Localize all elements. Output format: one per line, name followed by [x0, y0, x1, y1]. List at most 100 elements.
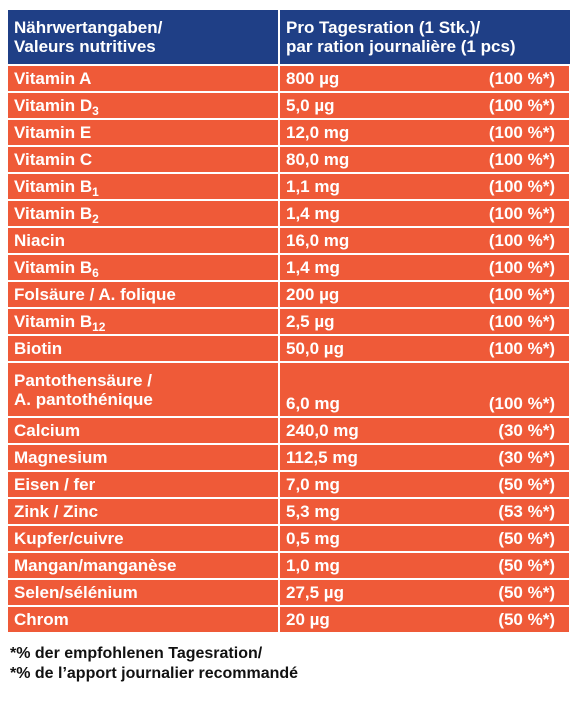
table-row: Pantothensäure / A. pantothénique 6,0 mg (1… [8, 361, 571, 418]
table-row: Vitamin B12 2,5 µg (100 %*) [8, 307, 571, 336]
nutrient-label: Zink / Zinc [14, 502, 99, 521]
nutrient-name: Selen/sélénium [8, 578, 280, 607]
nutrient-name: Vitamin C [8, 145, 280, 174]
nutrient-label-line2: A. pantothénique [14, 389, 153, 409]
nutrient-label: Magnesium [14, 448, 108, 467]
nutrient-label: Vitamin B [14, 312, 93, 331]
nutrient-amount: 16,0 mg [278, 226, 465, 255]
nutrient-amount: 5,0 µg [278, 91, 465, 120]
nutrient-percent: (100 %*) [465, 172, 571, 201]
nutrient-label: Biotin [14, 339, 63, 358]
nutrient-percent: (100 %*) [465, 280, 571, 309]
nutrient-label: Vitamin B [14, 177, 93, 196]
nutrient-percent: (50 %*) [465, 605, 571, 634]
nutrient-amount: 112,5 mg [278, 443, 465, 472]
nutrient-amount: 50,0 µg [278, 334, 465, 363]
nutrient-amount: 200 µg [278, 280, 465, 309]
nutrient-name: Mangan/manganèse [8, 551, 280, 580]
table-row: Vitamin B2 1,4 mg (100 %*) [8, 199, 571, 228]
nutrient-label: Chrom [14, 610, 69, 629]
nutrient-percent: (50 %*) [465, 578, 571, 607]
table-row: Eisen / fer 7,0 mg (50 %*) [8, 470, 571, 499]
nutrient-percent: (50 %*) [465, 524, 571, 553]
nutrient-name: Calcium [8, 416, 280, 445]
table-row: Vitamin A 800 µg (100 %*) [8, 64, 571, 93]
nutrient-name: Vitamin B6 [8, 253, 280, 282]
nutrient-name: Zink / Zinc [8, 497, 280, 526]
nutrient-name: Vitamin B1 [8, 172, 280, 201]
nutrient-percent: (30 %*) [465, 443, 571, 472]
nutrient-percent: (100 %*) [465, 64, 571, 93]
nutrient-amount: 240,0 mg [278, 416, 465, 445]
table-row: Vitamin E 12,0 mg (100 %*) [8, 118, 571, 147]
nutrient-percent: (100 %*) [465, 307, 571, 336]
nutrient-name: Magnesium [8, 443, 280, 472]
nutrition-panel: Nährwertangaben/ Valeurs nutritives Pro … [8, 8, 571, 684]
nutrient-name: Vitamin A [8, 64, 280, 93]
nutrient-amount: 80,0 mg [278, 145, 465, 174]
nutrient-amount: 27,5 µg [278, 578, 465, 607]
nutrient-subscript: 3 [92, 104, 99, 118]
nutrient-percent: (53 %*) [465, 497, 571, 526]
nutrient-percent: (50 %*) [465, 470, 571, 499]
header-amount-line2: par ration journalière (1 pcs) [286, 37, 516, 56]
nutrient-amount: 6,0 mg [278, 361, 465, 418]
table-header-row: Nährwertangaben/ Valeurs nutritives Pro … [8, 8, 570, 66]
nutrition-table: Nährwertangaben/ Valeurs nutritives Pro … [8, 8, 571, 634]
nutrient-subscript: 2 [92, 212, 99, 226]
table-row: Vitamin B1 1,1 mg (100 %*) [8, 172, 571, 201]
nutrient-label: Vitamin E [14, 123, 92, 142]
nutrient-label: Vitamin C [14, 150, 93, 169]
nutrient-name: Vitamin B12 [8, 307, 280, 336]
nutrient-label-line1: Pantothensäure / [14, 370, 152, 390]
nutrient-name: Eisen / fer [8, 470, 280, 499]
header-amount-column: Pro Tagesration (1 Stk.)/ par ration jou… [278, 8, 570, 66]
footnote: *% der empfohlenen Tagesration/ *% de l’… [8, 644, 570, 684]
nutrient-percent: (30 %*) [465, 416, 571, 445]
nutrient-name: Vitamin E [8, 118, 280, 147]
table-row: Mangan/manganèse 1,0 mg (50 %*) [8, 551, 571, 580]
header-nutrient-column: Nährwertangaben/ Valeurs nutritives [8, 8, 280, 66]
nutrient-amount: 800 µg [278, 64, 465, 93]
nutrient-label: Vitamin A [14, 69, 92, 88]
nutrient-amount: 20 µg [278, 605, 465, 634]
header-amount-line1: Pro Tagesration (1 Stk.)/ [286, 18, 481, 37]
table-row: Chrom 20 µg (50 %*) [8, 605, 571, 634]
table-row: Niacin 16,0 mg (100 %*) [8, 226, 571, 255]
nutrient-name: Kupfer/cuivre [8, 524, 280, 553]
nutrient-label: Vitamin B [14, 204, 93, 223]
nutrient-subscript: 6 [92, 266, 99, 280]
nutrient-percent: (100 %*) [465, 199, 571, 228]
nutrient-amount: 5,3 mg [278, 497, 465, 526]
nutrient-label: Niacin [14, 231, 66, 250]
table-row: Calcium 240,0 mg (30 %*) [8, 416, 571, 445]
nutrient-percent: (100 %*) [465, 91, 571, 120]
nutrient-subscript: 12 [92, 320, 106, 334]
nutrient-label: Folsäure / A. folique [14, 285, 176, 304]
nutrient-percent: (100 %*) [465, 226, 571, 255]
nutrient-name: Vitamin D3 [8, 91, 280, 120]
table-row: Zink / Zinc 5,3 mg (53 %*) [8, 497, 571, 526]
nutrient-percent: (100 %*) [465, 145, 571, 174]
nutrient-label: Kupfer/cuivre [14, 529, 124, 548]
nutrient-name: Biotin [8, 334, 280, 363]
nutrient-percent: (100 %*) [465, 361, 571, 418]
table-row: Vitamin C 80,0 mg (100 %*) [8, 145, 571, 174]
table-row: Vitamin D3 5,0 µg (100 %*) [8, 91, 571, 120]
nutrient-percent: (100 %*) [465, 334, 571, 363]
nutrient-percent: (100 %*) [465, 118, 571, 147]
nutrient-amount: 1,4 mg [278, 253, 465, 282]
nutrient-label: Mangan/manganèse [14, 556, 177, 575]
nutrient-name: Folsäure / A. folique [8, 280, 280, 309]
table-row: Kupfer/cuivre 0,5 mg (50 %*) [8, 524, 571, 553]
nutrient-label: Calcium [14, 421, 81, 440]
nutrient-subscript: 1 [92, 185, 99, 199]
nutrient-amount: 12,0 mg [278, 118, 465, 147]
table-row: Folsäure / A. folique 200 µg (100 %*) [8, 280, 571, 309]
nutrient-label: Eisen / fer [14, 475, 96, 494]
nutrient-amount: 0,5 mg [278, 524, 465, 553]
nutrient-percent: (50 %*) [465, 551, 571, 580]
nutrient-label: Vitamin D [14, 96, 93, 115]
footnote-line2: *% de l’apport journalier recommandé [10, 665, 299, 682]
nutrient-name: Chrom [8, 605, 280, 634]
